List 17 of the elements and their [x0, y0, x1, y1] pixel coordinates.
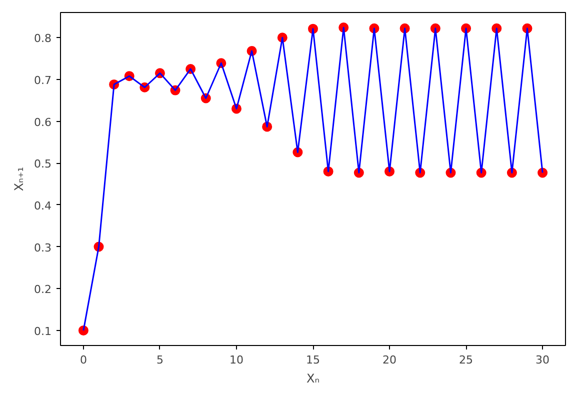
x-tick-label: 15	[306, 354, 320, 366]
x-axis-title: Xₙ	[306, 372, 320, 386]
x-tick-label: 5	[156, 354, 164, 366]
y-tick-label: 0.4	[34, 199, 52, 212]
x-tick-label: 10	[229, 354, 244, 366]
y-axis-title: Xₙ₊₁	[12, 166, 26, 192]
x-tick-label: 20	[382, 354, 397, 366]
y-tick-label: 0.3	[34, 241, 52, 254]
x-tick-label: 30	[536, 354, 550, 366]
x-tick-label: 0	[80, 354, 87, 366]
y-tick-label: 0.6	[34, 116, 52, 129]
y-tick-label: 0.5	[34, 158, 52, 171]
y-tick-label: 0.8	[34, 32, 52, 46]
y-tick-label: 0.1	[34, 324, 52, 338]
y-tick-label: 0.7	[34, 74, 52, 87]
x-tick-label: 25	[459, 354, 474, 366]
y-tick-label: 0.2	[34, 283, 52, 296]
